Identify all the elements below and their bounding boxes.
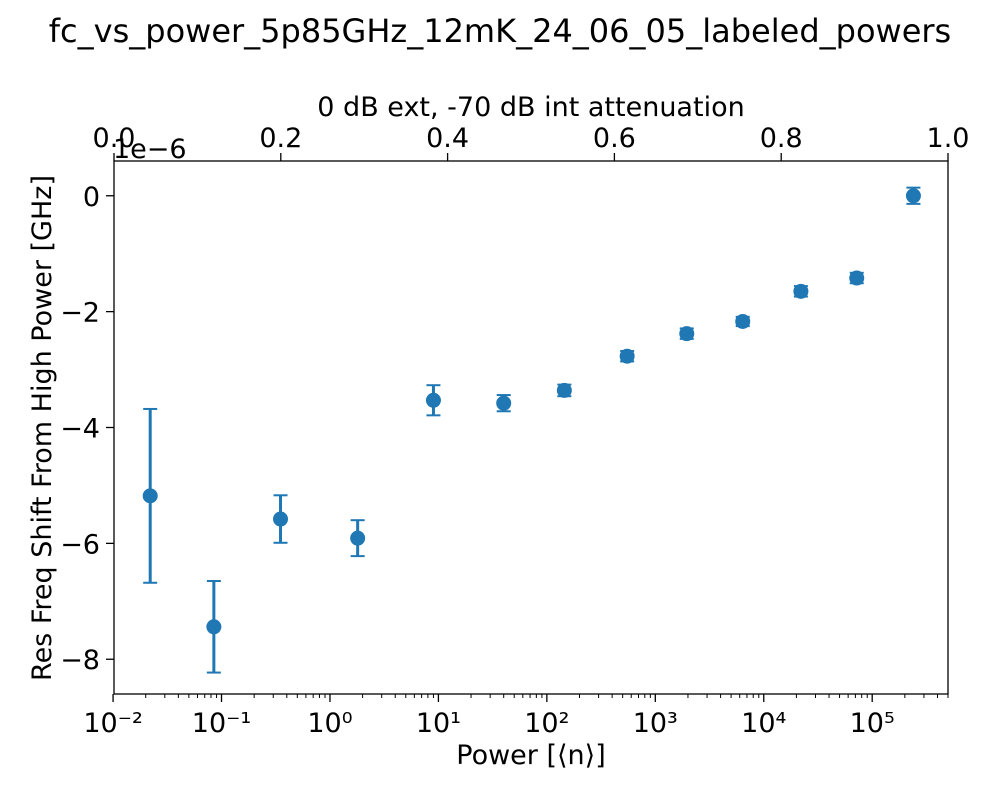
x-tick-label: 10⁴ xyxy=(741,708,786,739)
data-point xyxy=(142,488,158,504)
data-point xyxy=(556,382,572,398)
top-tick-label: 0.2 xyxy=(259,123,302,154)
top-tick-label: 0.8 xyxy=(760,123,803,154)
top-tick-label: 1.0 xyxy=(927,123,970,154)
y-tick-label: −8 xyxy=(60,645,100,676)
data-point xyxy=(619,348,635,364)
x-tick-label: 10⁻¹ xyxy=(192,708,251,739)
x-tick-label: 10⁰ xyxy=(307,708,352,739)
data-point xyxy=(905,188,921,204)
x-tick-label: 10⁵ xyxy=(850,708,895,739)
data-point xyxy=(735,313,751,329)
data-marks xyxy=(142,186,921,674)
x-tick-label: 10³ xyxy=(633,708,678,739)
y-offset-label: 1e−6 xyxy=(113,134,187,165)
top-axis-label: 0 dB ext, -70 dB int attenuation xyxy=(317,92,744,123)
data-point xyxy=(496,395,512,411)
data-point xyxy=(425,392,441,408)
axis-ticks: 10⁻² 10⁻¹ 10⁰ 10¹ 10² 10³ 10⁴ 10⁵ 0 −2 −4 −6 −8 0.0 0.… xyxy=(60,123,969,739)
y-tick-label: −6 xyxy=(60,529,100,560)
x-tick-label: 10⁻² xyxy=(83,708,142,739)
chart-title: fc_vs_power_5p85GHz_12mK_24_06_05_labele… xyxy=(49,12,951,50)
data-point xyxy=(206,619,222,635)
data-point xyxy=(273,511,289,527)
x-axis-label: Power [⟨n⟩] xyxy=(456,740,605,771)
data-point xyxy=(849,270,865,286)
data-point xyxy=(350,530,366,546)
y-axis-label: Res Freq Shift From High Power [GHz] xyxy=(27,175,58,681)
top-tick-label: 0.4 xyxy=(426,123,469,154)
plot-frame xyxy=(113,160,949,695)
top-tick-label: 0.0 xyxy=(93,123,136,154)
x-tick-label: 10¹ xyxy=(416,708,461,739)
y-tick-label: −2 xyxy=(60,298,100,329)
data-point xyxy=(679,326,695,342)
x-tick-label: 10² xyxy=(524,708,569,739)
data-point xyxy=(793,283,809,299)
top-tick-label: 0.6 xyxy=(593,123,636,154)
y-tick-label: −4 xyxy=(60,414,100,445)
y-tick-label: 0 xyxy=(83,182,100,213)
